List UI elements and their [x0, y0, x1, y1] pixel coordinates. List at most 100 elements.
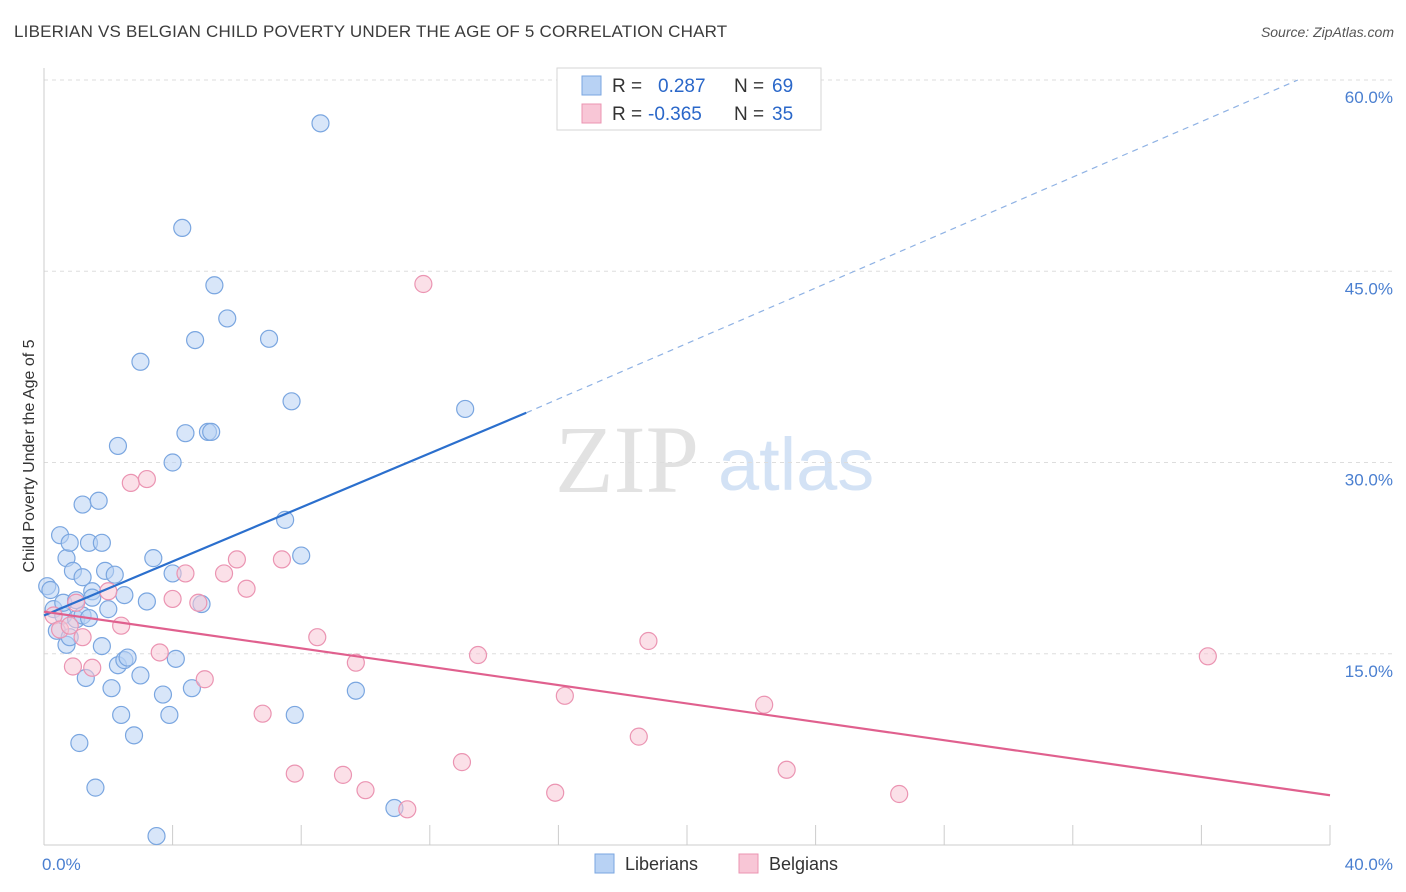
legend-r-label-2: R = — [612, 104, 642, 125]
belgian-point-21 — [285, 764, 304, 783]
belgian-point-10 — [137, 469, 156, 489]
belgian-point-8 — [112, 616, 131, 635]
belgian-point-6 — [83, 658, 102, 677]
series-legend: Liberians Belgians — [594, 853, 838, 874]
legend-r-value-1: 0.287 — [658, 76, 706, 97]
belgian-point-26 — [398, 800, 417, 819]
legend-r-label-1: R = — [612, 76, 642, 97]
legend-swatch-pink — [581, 103, 602, 124]
belgian-point-15 — [195, 670, 214, 689]
belgian-point-19 — [253, 704, 272, 723]
liberian-point-26 — [92, 636, 111, 656]
liberian-point-61 — [292, 546, 311, 565]
bottom-legend-liberians: Liberians — [625, 854, 698, 874]
belgian-point-20 — [272, 550, 292, 569]
belgian-point-9 — [121, 473, 140, 492]
liberian-point-39 — [131, 352, 150, 371]
belgian-point-14 — [189, 593, 208, 612]
grid-lines — [44, 79, 1392, 655]
belgian-points — [44, 274, 1217, 819]
liberian-point-55 — [205, 276, 224, 295]
bottom-legend-belgians: Belgians — [769, 854, 838, 874]
liberian-point-54 — [202, 422, 221, 441]
liberian-point-41 — [144, 549, 163, 568]
liberian-point-44 — [160, 705, 179, 725]
y-tick-label-1: 30.0% — [1345, 471, 1393, 490]
liberian-point-33 — [112, 705, 131, 725]
belgian-point-2 — [60, 616, 79, 635]
liberian-point-16 — [73, 568, 92, 587]
belgian-point-35 — [777, 760, 796, 779]
liberian-point-28 — [99, 600, 118, 619]
correlation-legend: R = 0.287 N = 69 R = -0.365 N = 35 — [556, 67, 822, 131]
liberian-point-62 — [311, 114, 330, 133]
belgian-point-27 — [414, 274, 433, 294]
belgian-trend — [43, 610, 1331, 797]
liberian-point-65 — [456, 399, 475, 419]
belgian-point-12 — [163, 589, 182, 609]
belgian-point-3 — [63, 657, 83, 676]
belgian-point-33 — [639, 631, 658, 651]
belgian-point-5 — [73, 628, 92, 647]
liberian-point-29 — [102, 679, 121, 698]
bottom-legend-swatch-blue — [594, 853, 615, 874]
belgian-point-30 — [546, 783, 565, 802]
liberian-point-49 — [176, 424, 195, 443]
bottom-legend-swatch-pink — [738, 853, 759, 874]
liberian-point-56 — [218, 309, 237, 328]
belgian-point-34 — [755, 695, 774, 714]
liberian-point-42 — [147, 826, 166, 846]
belgian-point-25 — [356, 781, 375, 800]
legend-swatch-blue — [581, 75, 602, 96]
x-tick-label-1: 40.0% — [1345, 855, 1393, 874]
belgian-point-16 — [214, 564, 234, 583]
liberian-point-60 — [285, 705, 304, 725]
liberian-point-38 — [131, 666, 150, 685]
liberian-point-9 — [60, 533, 79, 552]
liberian-point-57 — [259, 329, 279, 348]
liberian-point-35 — [115, 585, 134, 605]
liberian-point-14 — [70, 733, 89, 753]
tick-labels: 15.0% 30.0% 45.0% 60.0% 0.0% 40.0% — [42, 88, 1393, 874]
belgian-point-11 — [150, 643, 169, 662]
liberian-point-46 — [163, 453, 182, 472]
liberian-trend-dashed — [526, 79, 1299, 414]
axes — [43, 68, 1331, 846]
belgian-point-36 — [890, 784, 909, 804]
y-tick-label-3: 60.0% — [1345, 88, 1393, 107]
legend-r-value-2: -0.365 — [648, 104, 702, 125]
legend-n-value-2: 35 — [772, 104, 793, 125]
liberian-point-1 — [41, 580, 60, 600]
liberian-points — [38, 114, 475, 846]
liberian-point-32 — [108, 436, 128, 456]
y-tick-label-0: 15.0% — [1345, 662, 1393, 681]
source-credit: Source: ZipAtlas.com — [1260, 24, 1394, 40]
belgian-point-22 — [308, 628, 327, 647]
watermark-atlas: atlas — [718, 423, 874, 506]
liberian-point-30 — [105, 565, 124, 584]
liberian-point-47 — [166, 649, 185, 668]
belgian-point-17 — [227, 550, 246, 569]
liberian-trend-solid — [43, 411, 527, 617]
liberian-point-63 — [346, 681, 365, 700]
y-tick-label-2: 45.0% — [1345, 279, 1393, 298]
watermark-zip: ZIP — [555, 406, 699, 513]
belgian-point-18 — [237, 579, 256, 598]
belgian-point-32 — [629, 727, 648, 746]
belgian-point-24 — [346, 653, 365, 672]
liberian-point-23 — [86, 778, 105, 797]
legend-n-value-1: 69 — [772, 76, 793, 97]
liberian-point-48 — [173, 218, 192, 237]
liberian-point-51 — [186, 331, 205, 350]
liberian-point-59 — [282, 392, 301, 411]
liberian-point-25 — [92, 533, 111, 552]
belgian-point-31 — [555, 686, 574, 705]
belgian-point-23 — [333, 765, 353, 784]
chart-title: LIBERIAN VS BELGIAN CHILD POVERTY UNDER … — [14, 22, 728, 41]
trend-lines — [43, 79, 1331, 797]
belgian-point-37 — [1198, 647, 1217, 666]
liberian-point-24 — [89, 491, 108, 510]
liberian-point-18 — [73, 495, 92, 514]
x-tick-label-0: 0.0% — [42, 855, 81, 874]
